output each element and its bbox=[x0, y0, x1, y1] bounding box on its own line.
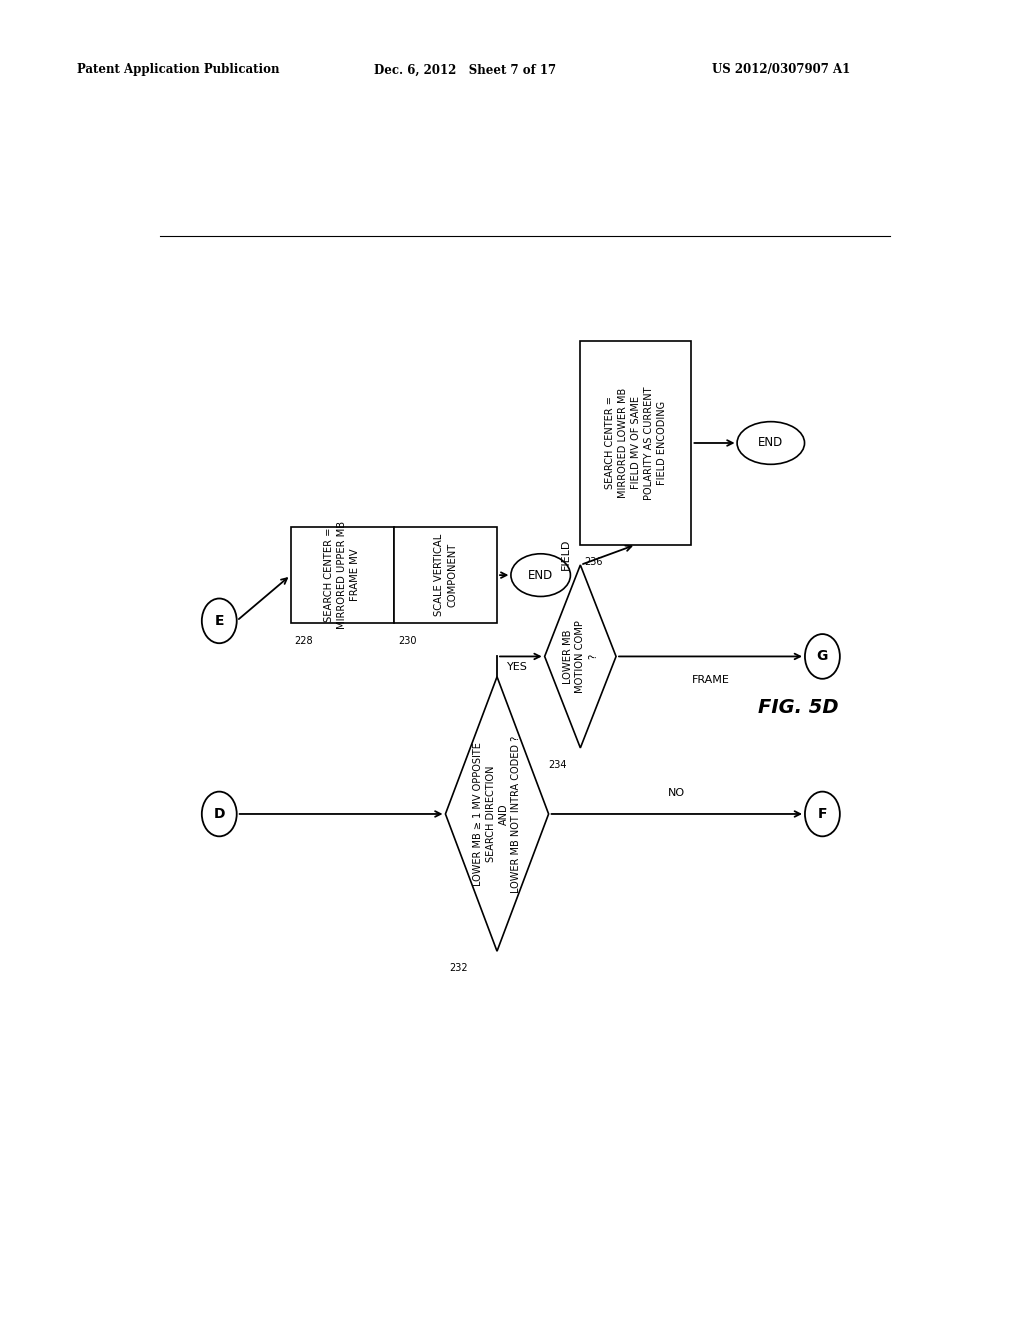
Text: F: F bbox=[817, 807, 827, 821]
Text: SCALE VERTICAL
COMPONENT: SCALE VERTICAL COMPONENT bbox=[434, 535, 457, 616]
Text: 236: 236 bbox=[585, 557, 603, 566]
Text: Patent Application Publication: Patent Application Publication bbox=[77, 63, 280, 77]
Text: FIELD: FIELD bbox=[561, 539, 571, 570]
FancyBboxPatch shape bbox=[291, 527, 394, 623]
Text: SEARCH CENTER =
MIRRORED UPPER MB
FRAME MV: SEARCH CENTER = MIRRORED UPPER MB FRAME … bbox=[324, 521, 360, 630]
Text: G: G bbox=[817, 649, 828, 664]
Text: D: D bbox=[214, 807, 225, 821]
Text: NO: NO bbox=[669, 788, 685, 797]
Text: 232: 232 bbox=[450, 964, 468, 973]
Text: 228: 228 bbox=[295, 636, 313, 645]
Text: END: END bbox=[528, 569, 553, 582]
FancyBboxPatch shape bbox=[581, 342, 691, 545]
Text: E: E bbox=[214, 614, 224, 628]
Text: 234: 234 bbox=[549, 760, 567, 770]
Text: SEARCH CENTER =
MIRRORED LOWER MB
FIELD MV OF SAME
POLARITY AS CURRENT
FIELD ENC: SEARCH CENTER = MIRRORED LOWER MB FIELD … bbox=[604, 387, 668, 500]
Text: LOWER MB
MOTION COMP
?: LOWER MB MOTION COMP ? bbox=[562, 620, 598, 693]
Text: FIG. 5D: FIG. 5D bbox=[759, 698, 839, 717]
Text: Dec. 6, 2012   Sheet 7 of 17: Dec. 6, 2012 Sheet 7 of 17 bbox=[374, 63, 556, 77]
FancyBboxPatch shape bbox=[394, 527, 497, 623]
Text: US 2012/0307907 A1: US 2012/0307907 A1 bbox=[712, 63, 850, 77]
Text: YES: YES bbox=[507, 661, 527, 672]
Text: 230: 230 bbox=[397, 636, 417, 645]
Text: FRAME: FRAME bbox=[691, 675, 729, 685]
Text: LOWER MB ≥ 1 MV OPPOSITE
SEARCH DIRECTION
AND
LOWER MB NOT INTRA CODED ?: LOWER MB ≥ 1 MV OPPOSITE SEARCH DIRECTIO… bbox=[473, 735, 521, 892]
Text: END: END bbox=[758, 437, 783, 450]
